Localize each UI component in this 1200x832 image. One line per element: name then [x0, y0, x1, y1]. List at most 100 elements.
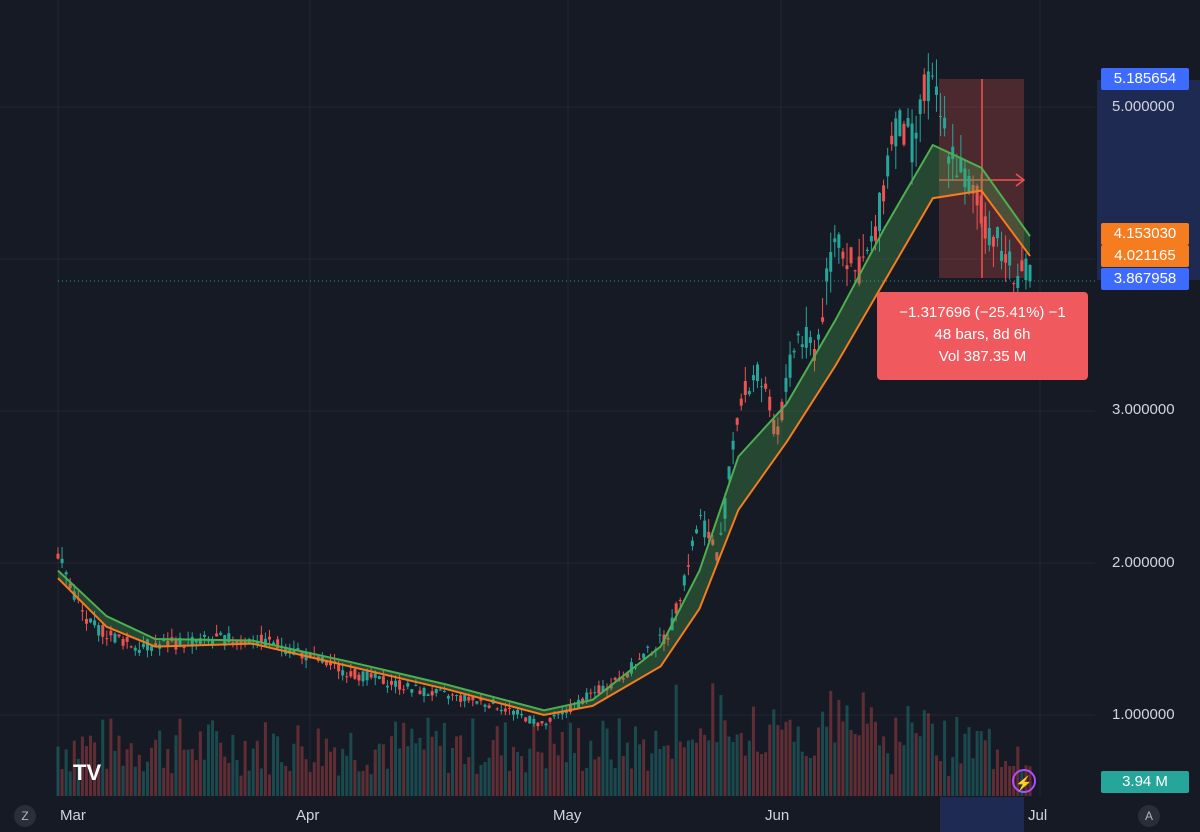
candle-body-206	[894, 118, 898, 147]
candle-body-122	[552, 714, 556, 717]
candle-body-117	[532, 718, 536, 724]
volume-bar-6	[80, 736, 84, 796]
volume-bar-33	[190, 748, 194, 796]
measure-change: −1.317696 (−25.41%) −1	[899, 304, 1066, 321]
volume-bar-109	[499, 755, 503, 796]
volume-bar-218	[943, 720, 947, 796]
volume-bar-101	[467, 757, 471, 796]
volume-bar-84	[398, 748, 402, 796]
candle-body-144	[642, 653, 646, 659]
volume-bar-121	[548, 724, 552, 796]
volume-bar-46	[243, 740, 247, 796]
volume-bar-150	[666, 745, 670, 796]
volume-bar-130	[585, 767, 589, 796]
candle-body-164	[723, 497, 727, 519]
auto-scale-button[interactable]: A	[1138, 805, 1160, 827]
volume-bar-170	[747, 740, 751, 796]
candle-body-13	[109, 630, 113, 636]
volume-bar-123	[556, 755, 560, 796]
volume-bar-181	[792, 741, 796, 796]
candle-body-230	[991, 237, 995, 247]
candle-body-174	[764, 383, 768, 389]
candle-body-238	[1024, 258, 1028, 280]
volume-bar-195	[849, 730, 853, 796]
candle-body-36	[202, 634, 206, 637]
candle-body-92	[430, 691, 434, 696]
candle-body-95	[442, 691, 446, 693]
tradingview-logo: TV	[73, 760, 101, 786]
candle-body-170	[747, 391, 751, 395]
candle-body-68	[333, 661, 337, 663]
volume-bar-56	[284, 765, 288, 796]
volume-bar-77	[369, 774, 373, 796]
volume-bar-97	[450, 747, 454, 796]
candle-body-222	[959, 157, 963, 173]
candle-body-3	[68, 583, 72, 589]
ema-fast-line	[57, 143, 1031, 712]
volume-bar-153	[678, 741, 682, 796]
candle-body-110	[503, 708, 507, 712]
candle-body-83	[394, 680, 398, 687]
candle-body-38	[211, 640, 215, 645]
volume-bar-45	[239, 775, 243, 796]
volume-bar-148	[658, 749, 662, 796]
lightning-icon[interactable]: ⚡	[1012, 769, 1036, 793]
candle-body-18	[129, 646, 133, 648]
volume-bar-199	[865, 723, 869, 796]
volume-bar-206	[894, 717, 898, 796]
volume-bar-210	[910, 722, 914, 796]
volume-bar-197	[857, 735, 861, 796]
volume-bar-26	[162, 767, 166, 796]
volume-bar-233	[1004, 760, 1008, 796]
candle-body-20	[137, 649, 141, 653]
candle-body-53	[272, 642, 276, 645]
candle-body-27	[166, 640, 170, 647]
candle-body-157	[695, 529, 699, 534]
candle-body-103	[475, 701, 479, 704]
candle-body-120	[544, 723, 548, 726]
volume-bar-15	[117, 735, 121, 796]
candle-body-100	[463, 694, 467, 702]
volume-bar-25	[158, 730, 162, 796]
candle-body-105	[483, 704, 487, 707]
candle-body-204	[886, 155, 890, 177]
candle-body-181	[792, 350, 796, 353]
measure-volume: Vol 387.35 M	[938, 348, 1027, 365]
candle-body-162	[715, 552, 719, 561]
volume-bar-18	[129, 743, 133, 796]
volume-bar-221	[955, 716, 959, 796]
candle-body-133	[597, 685, 601, 694]
candle-body-187	[817, 334, 821, 340]
candle-body-175	[768, 396, 772, 411]
y-tick-3: 3.000000	[1112, 401, 1175, 418]
volume-bar-232	[1000, 767, 1004, 796]
volume-bar-32	[186, 749, 190, 796]
volume-bar-171	[751, 706, 755, 796]
candle-body-31	[182, 647, 186, 649]
volume-bar-192	[837, 699, 841, 796]
volume-bar-35	[198, 731, 202, 796]
volume-bar-40	[219, 742, 223, 796]
candle-body-218	[943, 117, 947, 129]
y-tick-5: 5.000000	[1112, 98, 1175, 115]
volume-bar-53	[272, 733, 276, 796]
candle-body-81	[385, 685, 389, 688]
candle-body-121	[548, 717, 552, 722]
candle-body-47	[247, 638, 251, 644]
volume-bar-220	[951, 757, 955, 796]
volume-bar-173	[760, 754, 764, 796]
volume-bar-147	[654, 730, 658, 796]
candle-body-210	[910, 123, 914, 163]
zoom-reset-button[interactable]: Z	[14, 805, 36, 827]
volume-bar-216	[934, 755, 938, 796]
candle-body-219	[947, 156, 951, 164]
candle-body-119	[540, 721, 544, 724]
candle-body-71	[345, 676, 349, 678]
candle-body-198	[861, 256, 865, 258]
volume-bar-154	[682, 747, 686, 796]
volume-bar-31	[182, 749, 186, 796]
x-tick-jul: Jul	[1028, 807, 1048, 824]
volume-bar-219	[947, 775, 951, 796]
ema-slow-tag: 4.021165	[1101, 245, 1189, 267]
